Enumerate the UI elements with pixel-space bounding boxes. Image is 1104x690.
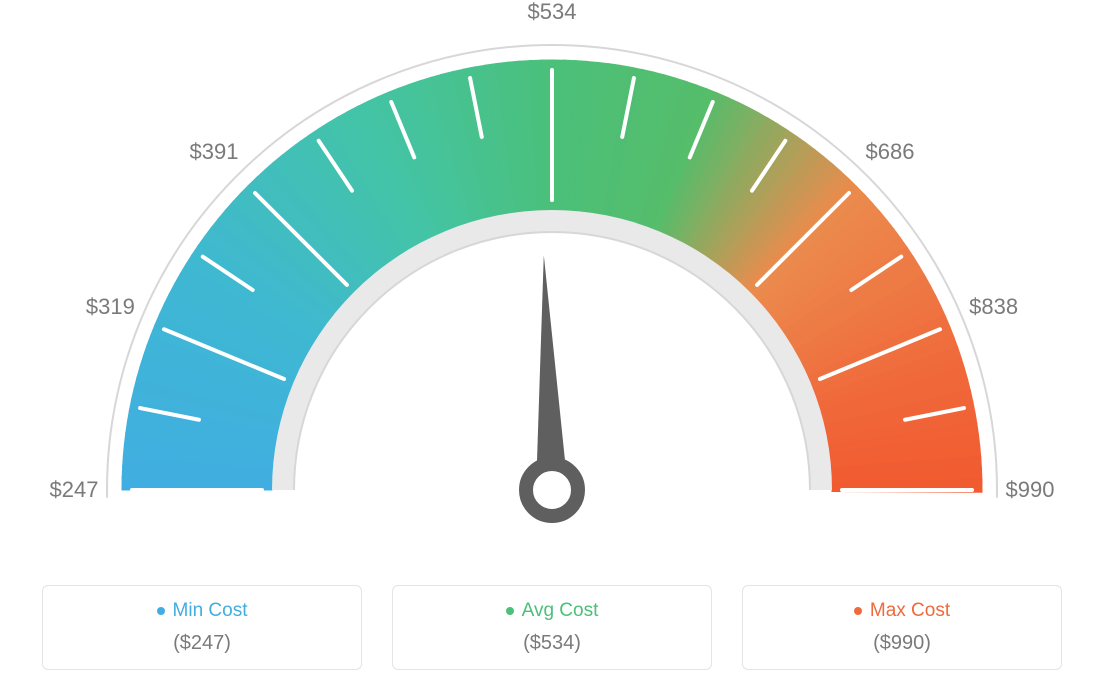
legend-dot-avg xyxy=(506,607,514,615)
legend-card-min: Min Cost ($247) xyxy=(42,585,362,670)
legend-title-avg-text: Avg Cost xyxy=(522,600,599,622)
gauge-svg xyxy=(0,0,1104,560)
legend-title-max: Max Cost xyxy=(854,600,950,622)
gauge-tick-label: $247 xyxy=(50,477,99,503)
legend-card-max: Max Cost ($990) xyxy=(742,585,1062,670)
legend-title-min-text: Min Cost xyxy=(173,600,248,622)
gauge-tick-label: $686 xyxy=(866,139,915,165)
legend-title-min: Min Cost xyxy=(157,600,248,622)
legend-dot-max xyxy=(854,607,862,615)
gauge-tick-label: $990 xyxy=(1006,477,1055,503)
gauge-tick-label: $838 xyxy=(969,294,1018,320)
legend-card-avg: Avg Cost ($534) xyxy=(392,585,712,670)
gauge-tick-label: $319 xyxy=(86,294,135,320)
legend-dot-min xyxy=(157,607,165,615)
legend-row: Min Cost ($247) Avg Cost ($534) Max Cost… xyxy=(0,585,1104,670)
cost-gauge-chart: $247 $319 $391 $534 $686 $838 $990 Min Cost ($… xyxy=(0,0,1104,690)
gauge-tick-label: $391 xyxy=(190,139,239,165)
legend-title-max-text: Max Cost xyxy=(870,600,950,622)
gauge-area: $247 $319 $391 $534 $686 $838 $990 xyxy=(0,0,1104,560)
legend-title-avg: Avg Cost xyxy=(506,600,599,622)
legend-value-min: ($247) xyxy=(43,632,361,655)
gauge-tick-label: $534 xyxy=(528,0,577,25)
legend-value-avg: ($534) xyxy=(393,632,711,655)
legend-value-max: ($990) xyxy=(743,632,1061,655)
